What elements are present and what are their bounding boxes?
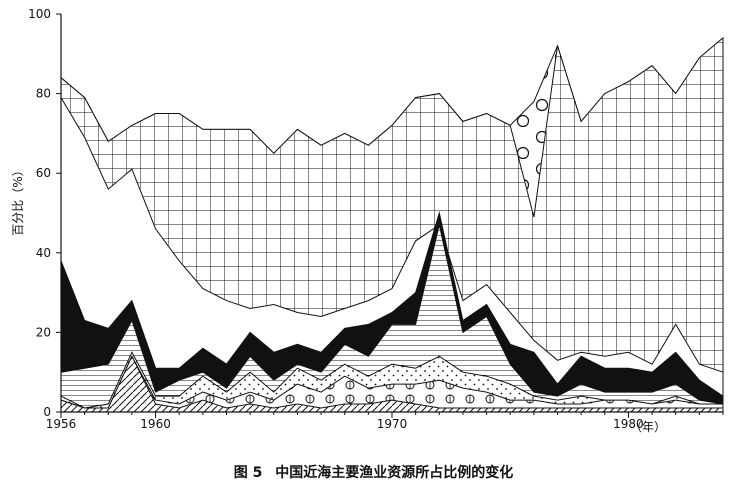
x-tick-label: 1960 [140,417,171,431]
y-axis-label: 百分比（%） [11,164,25,235]
x-unit-label: （年） [630,420,666,434]
x-tick-label: 1956 [46,417,77,431]
area-white [60,95,724,413]
axes: 0 20 40 60 80 100 1956 1960 1970 1980 [28,7,724,431]
y-tick-label: 0 [43,405,51,419]
x-tick-label: 1970 [377,417,408,431]
y-tick-label: 40 [36,246,51,260]
stacked-areas [60,36,724,413]
area-diag-hatch [60,355,724,413]
y-tick-label: 20 [36,325,51,339]
area-small-circles [60,355,724,413]
x-tick-label: 1980 [613,417,644,431]
figure-title: 中国近海主要渔业资源所占比例的变化 [275,465,514,481]
y-tick-label: 60 [36,166,51,180]
figure-caption: 图 5 中国近海主要渔业资源所占比例的变化 [0,462,747,482]
figure-number: 图 5 [233,465,263,481]
area-solid-black [60,211,724,413]
y-tick-label: 100 [28,7,51,21]
y-tick-label: 80 [36,87,51,101]
